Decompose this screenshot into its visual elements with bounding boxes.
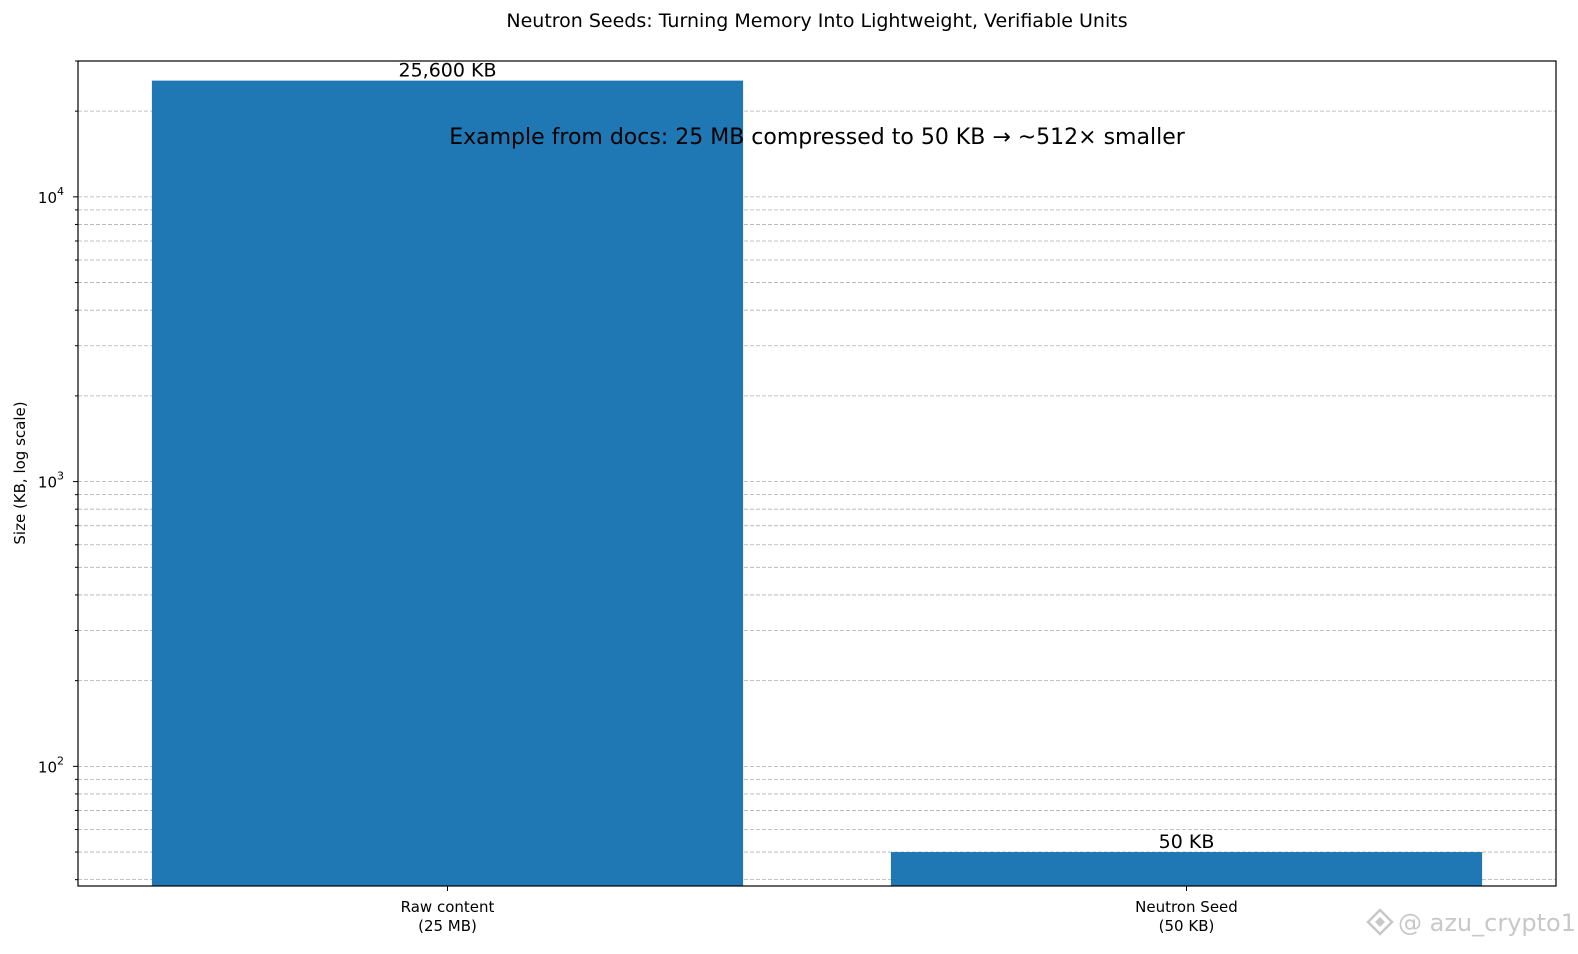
y-tick-label: 104	[38, 185, 64, 207]
x-tick-label: Raw content (25 MB)	[401, 898, 495, 935]
watermark-text: @ azu_crypto1	[1398, 909, 1576, 937]
bar-value-label: 50 KB	[1159, 831, 1215, 853]
watermark: @ azu_crypto1	[1366, 908, 1576, 937]
y-tick-label: 103	[38, 470, 64, 492]
chart-annotation: Example from docs: 25 MB compressed to 5…	[449, 125, 1186, 150]
bar-value-label: 25,600 KB	[398, 60, 496, 82]
x-tick-label: Neutron Seed (50 KB)	[1135, 898, 1238, 935]
chart-title: Neutron Seeds: Turning Memory Into Light…	[506, 10, 1127, 32]
bar	[151, 80, 744, 887]
plot-area-frame	[77, 60, 1557, 887]
binance-logo-icon	[1366, 908, 1394, 936]
bars	[151, 80, 1483, 887]
x-axis-ticks: Raw content (25 MB) Neutron Seed (50 KB)	[401, 886, 1238, 935]
bar	[890, 852, 1483, 886]
y-axis-ticks: 102 103 104	[38, 60, 78, 881]
y-tick-label: 102	[38, 754, 64, 776]
y-axis-label: Size (KB, log scale)	[11, 401, 29, 544]
data-labels: 25,600 KB 50 KB	[398, 60, 1214, 853]
